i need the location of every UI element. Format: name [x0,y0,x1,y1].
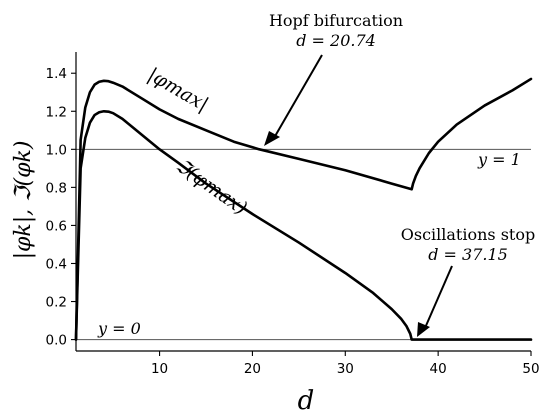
series-label-phi-max: |φmax| [144,64,212,116]
arrow-stop-line [424,265,453,329]
y-tick-label: 1.0 [46,142,67,158]
x-tick-label: 30 [337,361,354,377]
axes [75,52,531,352]
annotation-hopf-value: d = 20.74 [296,31,376,50]
x-tick-label: 20 [244,361,261,377]
y-tick-label: 0.0 [46,333,67,349]
series-line-1 [74,109,533,341]
x-tick-label: 50 [522,361,539,377]
series-line-0 [74,77,533,341]
x-tick-label: 40 [430,361,447,377]
annotation-stop-value: d = 37.15 [428,245,508,264]
x-tick-label: 10 [151,361,168,377]
y-axis-label: |φk|, ℑ(φk) [11,141,36,260]
y-tick-label: 0.2 [46,295,67,311]
y-tick-label: 0.8 [46,180,67,196]
y-tick-label: 0.6 [46,218,67,234]
x-axis-label: d [298,386,315,416]
y-tick-label: 1.4 [46,66,67,82]
y-tick-label: 1.2 [46,104,67,120]
y-tick-label: 0.4 [46,256,67,272]
ticks: 10 20 30 40 50 0.0 0.2 0.4 0.6 0.8 1.0 1.2 1.4 [46,66,540,377]
ref-label-y1: y = 1 [477,150,521,169]
curves [74,77,533,341]
annotation-hopf-title: Hopf bifurcation [269,11,403,30]
annotation-stop-title: Oscillations stop [401,225,535,244]
series-label-im-phi-max: ℑ(φmax) [172,155,251,220]
arrow-hopf-line [273,54,323,139]
arrow-hopf-head [264,131,280,146]
ref-label-y0: y = 0 [97,319,141,338]
arrow-stop-head [417,322,430,337]
